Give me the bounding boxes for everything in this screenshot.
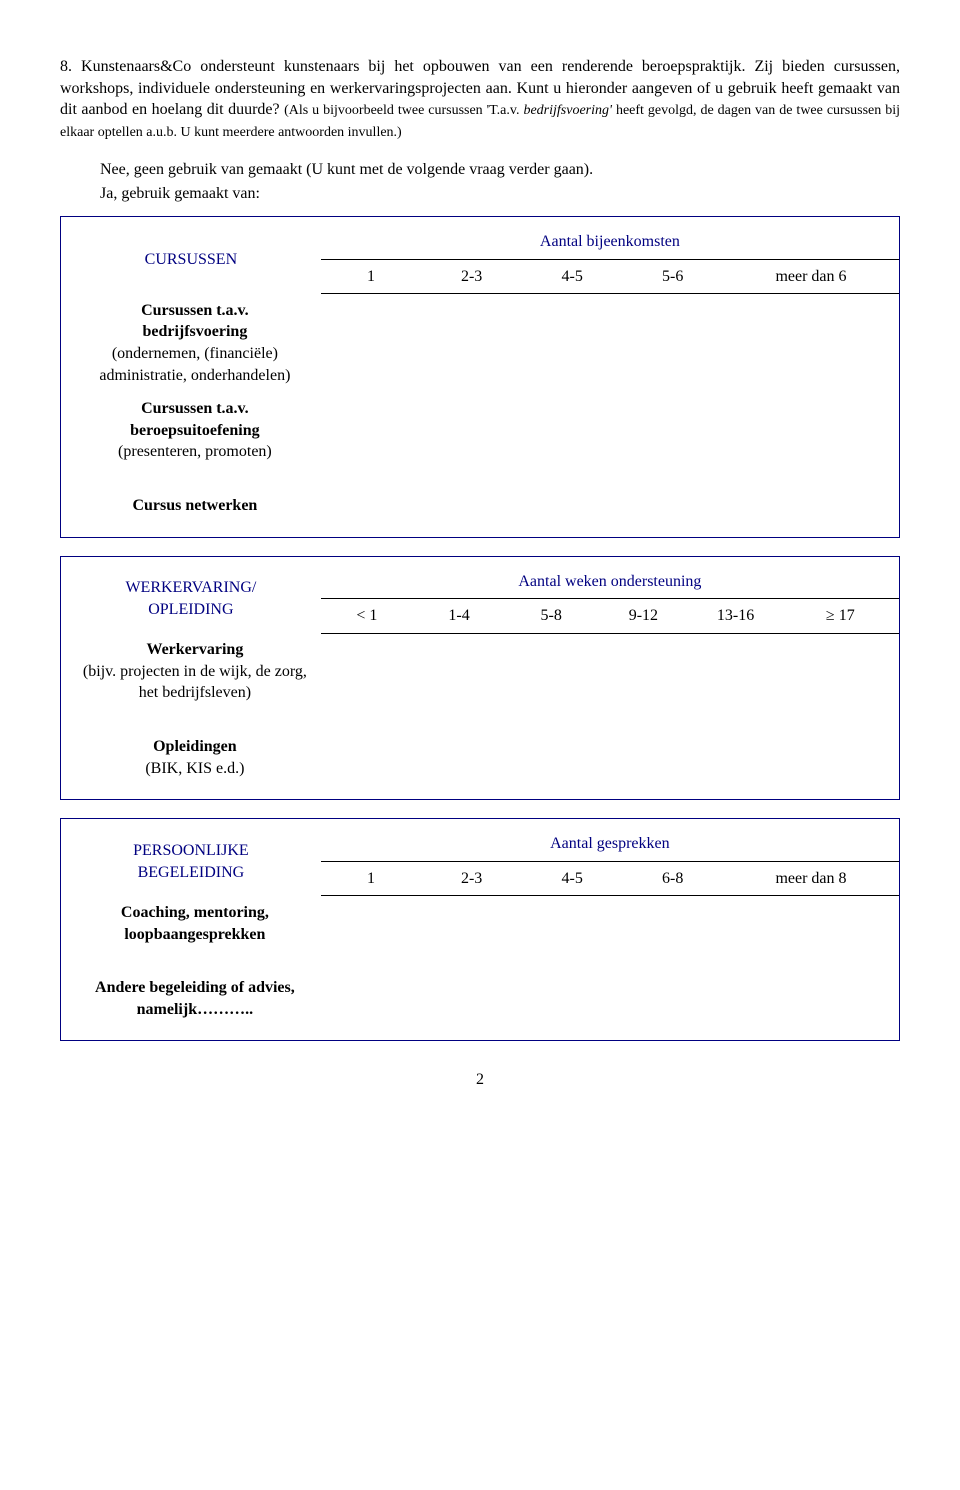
cell-check[interactable] bbox=[782, 633, 899, 710]
row-sublabel: (BIK, KIS e.d.) bbox=[145, 760, 244, 777]
row-cursus-netwerken: Cursus netwerken bbox=[61, 489, 899, 523]
cell-check[interactable] bbox=[321, 971, 422, 1026]
col-2: 2-3 bbox=[421, 259, 522, 294]
row-label: Cursussen t.a.v. bbox=[141, 302, 249, 319]
cell-check[interactable] bbox=[421, 294, 522, 392]
cell-check[interactable] bbox=[321, 633, 413, 710]
box-cursussen: CURSUSSEN Aantal bijeenkomsten 1 2-3 4-5… bbox=[60, 216, 900, 537]
col-4: 9-12 bbox=[597, 599, 689, 634]
cell-check[interactable] bbox=[421, 489, 522, 523]
col-3: 4-5 bbox=[522, 861, 623, 896]
row-label: Coaching, mentoring, loopbaangesprekken bbox=[61, 896, 321, 951]
col-1: 1 bbox=[321, 259, 422, 294]
row-sublabel: (bijv. projecten in de wijk, de zorg, he… bbox=[83, 663, 307, 702]
row-label: Cursus netwerken bbox=[61, 489, 321, 523]
cell-check[interactable] bbox=[723, 392, 899, 469]
cell-check[interactable] bbox=[413, 730, 505, 785]
col-4: 5-6 bbox=[622, 259, 723, 294]
row-cursussen-bedrijfsvoering: Cursussen t.a.v. bedrijfsvoering (ondern… bbox=[61, 294, 899, 392]
cell-check[interactable] bbox=[505, 730, 597, 785]
cell-check[interactable] bbox=[723, 489, 899, 523]
option-yes[interactable]: Ja, gebruik gemaakt van: bbox=[60, 183, 900, 205]
cell-check[interactable] bbox=[522, 294, 623, 392]
cell-check[interactable] bbox=[321, 392, 422, 469]
section-title-line1: WERKERVARING/ bbox=[125, 579, 256, 596]
col-header-werkervaring: Aantal weken ondersteuning bbox=[321, 565, 899, 599]
cell-check[interactable] bbox=[522, 392, 623, 469]
cell-check[interactable] bbox=[723, 971, 899, 1026]
cell-check[interactable] bbox=[622, 392, 723, 469]
section-title-werkervaring: WERKERVARING/ OPLEIDING bbox=[61, 565, 321, 634]
row-label: Werkervaring bbox=[146, 641, 243, 658]
box-persoonlijk: PERSOONLIJKE BEGELEIDING Aantal gesprekk… bbox=[60, 818, 900, 1041]
cell-check[interactable] bbox=[689, 730, 781, 785]
page-number: 2 bbox=[60, 1069, 900, 1091]
cell-check[interactable] bbox=[622, 971, 723, 1026]
question-8: 8. Kunstenaars&Co ondersteunt kunstenaar… bbox=[60, 56, 900, 204]
question-fineprint-italic: bedrijfsvoering' bbox=[523, 103, 612, 118]
table-persoonlijk: PERSOONLIJKE BEGELEIDING Aantal gesprekk… bbox=[61, 827, 899, 1026]
col-6: ≥ 17 bbox=[782, 599, 899, 634]
row-label: Andere begeleiding of advies, namelijk……… bbox=[61, 971, 321, 1026]
table-cursussen: CURSUSSEN Aantal bijeenkomsten 1 2-3 4-5… bbox=[61, 225, 899, 522]
cell-check[interactable] bbox=[321, 730, 413, 785]
cell-check[interactable] bbox=[413, 633, 505, 710]
row-label: beroepsuitoefening bbox=[130, 422, 259, 439]
cell-check[interactable] bbox=[522, 971, 623, 1026]
section-title-line2: BEGELEIDING bbox=[138, 864, 245, 881]
col-header-persoonlijk: Aantal gesprekken bbox=[321, 827, 899, 861]
col-header-cursussen: Aantal bijeenkomsten bbox=[321, 225, 899, 259]
row-andere-begeleiding: Andere begeleiding of advies, namelijk……… bbox=[61, 971, 899, 1026]
cell-check[interactable] bbox=[723, 294, 899, 392]
cell-check[interactable] bbox=[421, 971, 522, 1026]
cell-check[interactable] bbox=[421, 392, 522, 469]
question-number: 8. bbox=[60, 58, 72, 75]
row-label: Opleidingen bbox=[153, 738, 237, 755]
cell-check[interactable] bbox=[421, 896, 522, 951]
section-title-cursussen: CURSUSSEN bbox=[61, 225, 321, 294]
cell-check[interactable] bbox=[597, 730, 689, 785]
row-sublabel: (presenteren, promoten) bbox=[118, 443, 272, 460]
col-5: meer dan 6 bbox=[723, 259, 899, 294]
cell-check[interactable] bbox=[689, 633, 781, 710]
table-werkervaring: WERKERVARING/ OPLEIDING Aantal weken ond… bbox=[61, 565, 899, 786]
col-1: < 1 bbox=[321, 599, 413, 634]
cell-check[interactable] bbox=[505, 633, 597, 710]
col-1: 1 bbox=[321, 861, 422, 896]
cell-check[interactable] bbox=[522, 489, 623, 523]
cell-check[interactable] bbox=[321, 294, 422, 392]
col-2: 2-3 bbox=[421, 861, 522, 896]
col-5: meer dan 8 bbox=[723, 861, 899, 896]
section-title-line1: PERSOONLIJKE bbox=[133, 842, 249, 859]
col-2: 1-4 bbox=[413, 599, 505, 634]
row-coaching: Coaching, mentoring, loopbaangesprekken bbox=[61, 896, 899, 951]
row-opleidingen: Opleidingen (BIK, KIS e.d.) bbox=[61, 730, 899, 785]
cell-check[interactable] bbox=[622, 489, 723, 523]
cell-check[interactable] bbox=[522, 896, 623, 951]
question-intro: 8. Kunstenaars&Co ondersteunt kunstenaar… bbox=[60, 56, 900, 143]
row-werkervaring: Werkervaring (bijv. projecten in de wijk… bbox=[61, 633, 899, 710]
row-cursussen-beroepsuitoefening: Cursussen t.a.v. beroepsuitoefening (pre… bbox=[61, 392, 899, 469]
cell-check[interactable] bbox=[597, 633, 689, 710]
cell-check[interactable] bbox=[622, 896, 723, 951]
cell-check[interactable] bbox=[782, 730, 899, 785]
col-5: 13-16 bbox=[689, 599, 781, 634]
option-no[interactable]: Nee, geen gebruik van gemaakt (U kunt me… bbox=[60, 159, 900, 181]
box-werkervaring: WERKERVARING/ OPLEIDING Aantal weken ond… bbox=[60, 556, 900, 801]
cell-check[interactable] bbox=[321, 489, 422, 523]
row-label: bedrijfsvoering bbox=[142, 323, 247, 340]
cell-check[interactable] bbox=[622, 294, 723, 392]
row-sublabel: (ondernemen, (financiële) administratie,… bbox=[99, 345, 290, 384]
section-title-persoonlijk: PERSOONLIJKE BEGELEIDING bbox=[61, 827, 321, 896]
col-3: 5-8 bbox=[505, 599, 597, 634]
col-4: 6-8 bbox=[622, 861, 723, 896]
col-3: 4-5 bbox=[522, 259, 623, 294]
cell-check[interactable] bbox=[321, 896, 422, 951]
section-title-line2: OPLEIDING bbox=[148, 601, 233, 618]
cell-check[interactable] bbox=[723, 896, 899, 951]
question-fineprint-pre: (Als u bijvoorbeeld twee cursussen 'T.a.… bbox=[284, 103, 523, 118]
row-label: Cursussen t.a.v. bbox=[141, 400, 249, 417]
